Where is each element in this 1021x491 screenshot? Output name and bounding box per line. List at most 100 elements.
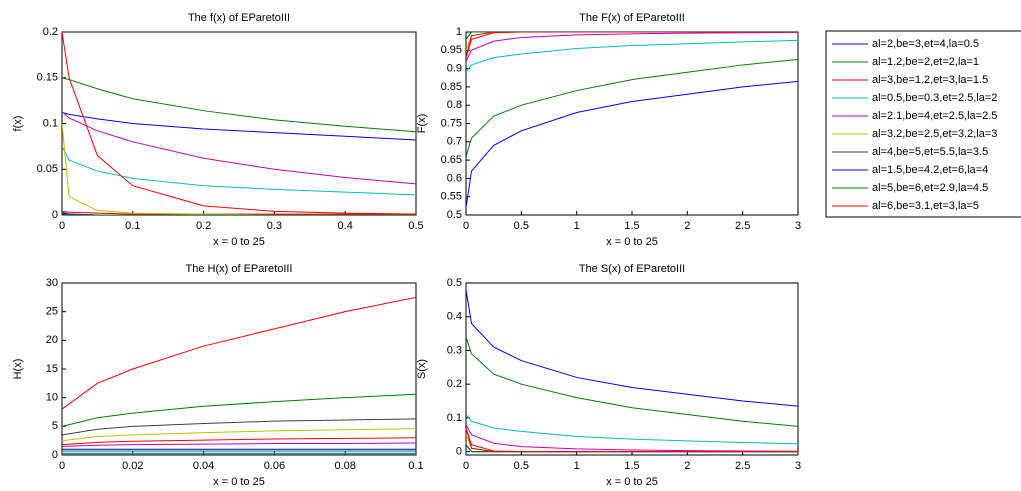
y-tick-label: 0.3: [447, 344, 462, 356]
x-axis-label: x = 0 to 25: [213, 476, 265, 488]
series-line: [62, 32, 416, 215]
x-tick-label: 3: [795, 460, 801, 472]
x-tick-label: 0: [59, 460, 65, 472]
x-tick-label: 0.02: [122, 460, 143, 472]
series-line: [62, 296, 416, 410]
x-tick-label: 3: [795, 220, 801, 232]
x-tick-label: 0.04: [193, 460, 214, 472]
series-line: [466, 58, 798, 157]
axes-box: [61, 282, 417, 456]
chart-title: The F(x) of EParetoIII: [579, 12, 685, 24]
x-axis-label: x = 0 to 25: [606, 476, 658, 488]
legend: al=2,be=3,et=4,la=0.5 al=1.2,be=2,et=2,la…: [825, 30, 1021, 218]
y-tick-label: 15: [46, 363, 58, 375]
y-tick-label: 1: [456, 26, 462, 38]
y-axis-label: H(x): [12, 359, 24, 380]
x-tick-label: 1.5: [624, 220, 639, 232]
x-tick-label: 0.4: [338, 220, 353, 232]
legend-label: al=2,be=3,et=4,la=0.5: [872, 38, 979, 50]
series-line: [466, 427, 798, 453]
y-tick-label: 0.1: [43, 117, 58, 129]
legend-label: al=1.5,be=4.2,et=6,la=4: [872, 164, 988, 176]
y-axis-label: f(x): [12, 116, 24, 132]
series-line: [466, 80, 798, 208]
y-tick-label: 20: [46, 334, 58, 346]
chart-title: The H(x) of EParetoIII: [186, 263, 293, 275]
y-tick-label: 0.5: [447, 209, 462, 221]
x-tick-label: 2: [684, 220, 690, 232]
x-tick-label: 0.3: [267, 220, 282, 232]
y-tick-label: 10: [46, 392, 58, 404]
y-tick-label: 0.75: [441, 117, 462, 129]
legend-label: al=4,be=5,et=5.5,la=3.5: [872, 146, 988, 158]
series-line: [466, 414, 798, 445]
x-axis-label: x = 0 to 25: [606, 236, 658, 248]
series-line: [62, 77, 416, 133]
legend-label: al=5,be=6,et=2.9,la=4.5: [872, 182, 988, 194]
series-line: [466, 32, 798, 58]
y-tick-label: 0.4: [447, 311, 462, 323]
x-tick-label: 0.1: [125, 220, 140, 232]
y-axis-label: F(x): [416, 114, 428, 134]
y-tick-label: 0.8: [447, 99, 462, 111]
y-tick-label: 30: [46, 277, 58, 289]
series-line: [62, 428, 416, 442]
y-tick-label: 0.9: [447, 63, 462, 75]
x-tick-label: 1: [574, 220, 580, 232]
y-tick-label: 25: [46, 306, 58, 318]
x-tick-label: 0.08: [334, 460, 355, 472]
x-tick-label: 0.2: [196, 220, 211, 232]
y-tick-label: 0.6: [447, 172, 462, 184]
x-tick-label: 0.5: [408, 220, 423, 232]
series-line: [466, 424, 798, 452]
series-line: [466, 39, 798, 73]
y-tick-label: 0.5: [447, 277, 462, 289]
y-tick-label: 0.1: [447, 412, 462, 424]
y-tick-label: 0.2: [447, 378, 462, 390]
legend-label: al=3,be=1.2,et=3,la=1.5: [872, 74, 988, 86]
chart-title: The f(x) of EParetoIII: [188, 12, 290, 24]
y-tick-label: 0.2: [43, 26, 58, 38]
series-line: [62, 442, 416, 447]
series-line: [466, 32, 798, 58]
series-line: [62, 112, 416, 141]
x-tick-label: 0.1: [408, 460, 423, 472]
y-tick-label: 0.85: [441, 81, 462, 93]
x-tick-label: 1: [574, 460, 580, 472]
legend-label: al=0.5,be=0.3,et=2.5,la=2: [872, 92, 997, 104]
chart-title: The S(x) of EParetoIII: [579, 263, 685, 275]
y-tick-label: 5: [52, 420, 58, 432]
y-tick-label: 0: [52, 209, 58, 221]
x-tick-label: 0: [463, 460, 469, 472]
y-tick-label: 0.05: [37, 163, 58, 175]
legend-label: al=2.1,be=4,et=2.5,la=2.5: [872, 110, 997, 122]
axes-box: [465, 31, 799, 216]
series-line: [62, 123, 416, 215]
series-line: [62, 418, 416, 436]
series-line: [466, 289, 798, 407]
x-tick-label: 0.5: [514, 460, 529, 472]
y-tick-label: 0.55: [441, 191, 462, 203]
y-axis-label: S(x): [416, 359, 428, 379]
x-tick-label: 0.5: [514, 220, 529, 232]
subplot: The H(x) of EParetoIII x = 0 to 25 H(x) 0 0.…: [12, 263, 424, 488]
series-line: [62, 212, 416, 215]
series-line: [62, 146, 416, 196]
x-tick-label: 2.5: [735, 220, 750, 232]
y-tick-label: 0.95: [441, 44, 462, 56]
y-tick-label: 0: [52, 449, 58, 461]
y-tick-label: 0: [456, 446, 462, 458]
y-tick-label: 0.7: [447, 136, 462, 148]
y-tick-label: 0.15: [37, 72, 58, 84]
subplot: The f(x) of EParetoIII x = 0 to 25 f(x) 0 0.…: [12, 12, 424, 248]
x-tick-label: 2.5: [735, 460, 750, 472]
legend-label: al=3.2,be=2.5,et=3.2,la=3: [872, 128, 997, 140]
series-line: [62, 393, 416, 427]
x-axis-label: x = 0 to 25: [213, 236, 265, 248]
series-line: [466, 336, 798, 427]
axes-box: [61, 31, 417, 216]
subplot: The S(x) of EParetoIII x = 0 to 25 S(x) 0 0.…: [416, 263, 801, 488]
x-tick-label: 0: [59, 220, 65, 232]
